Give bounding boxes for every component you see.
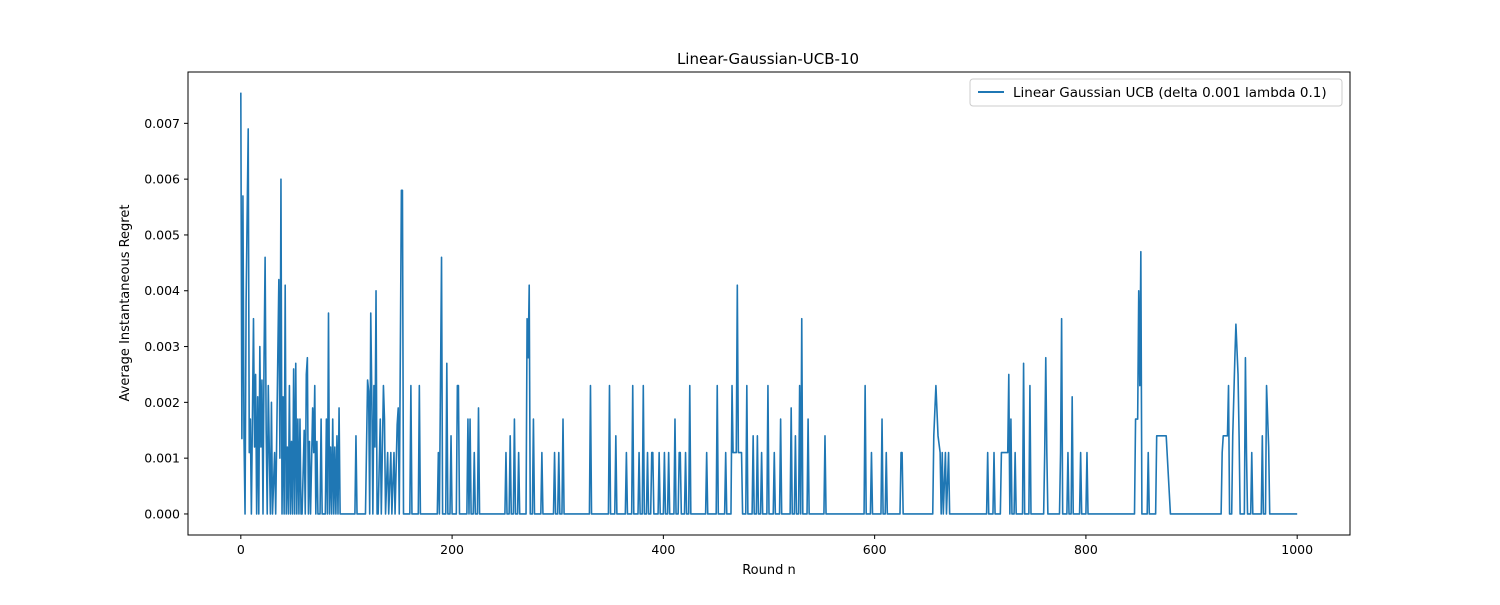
- y-tick-label: 0.001: [144, 451, 180, 466]
- x-tick-label: 400: [651, 542, 675, 557]
- legend: Linear Gaussian UCB (delta 0.001 lambda …: [969, 78, 1343, 107]
- x-axis-label: Round n: [742, 563, 796, 578]
- x-tick-label: 0: [237, 542, 245, 557]
- legend-entry-label: Linear Gaussian UCB (delta 0.001 lambda …: [1013, 85, 1327, 101]
- y-axis-label: Average Instantaneous Regret: [118, 205, 133, 402]
- x-tick-label: 1000: [1281, 542, 1313, 557]
- y-tick-label: 0.006: [144, 172, 180, 187]
- y-tick-label: 0.003: [144, 339, 180, 354]
- axes-frame: [187, 71, 1351, 536]
- series-line-0: [240, 92, 1298, 515]
- plot-area: [187, 71, 1351, 536]
- chart-title: Linear-Gaussian-UCB-10: [677, 50, 859, 68]
- y-axis: 0.000 0.001 0.002 0.003 0.004 0.005 0.006 0.007: [144, 116, 188, 521]
- y-tick-label: 0.007: [144, 116, 180, 131]
- x-tick-label: 600: [863, 542, 887, 557]
- y-tick-label: 0.005: [144, 227, 180, 242]
- x-axis: 0 200 400 600 800 1000: [237, 535, 1313, 557]
- y-tick-label: 0.000: [144, 506, 180, 521]
- legend-box: [969, 78, 1343, 107]
- y-tick-label: 0.004: [144, 283, 180, 298]
- x-tick-label: 800: [1074, 542, 1098, 557]
- series-layer: [240, 92, 1298, 515]
- x-tick-label: 200: [440, 542, 464, 557]
- y-tick-label: 0.002: [144, 395, 180, 410]
